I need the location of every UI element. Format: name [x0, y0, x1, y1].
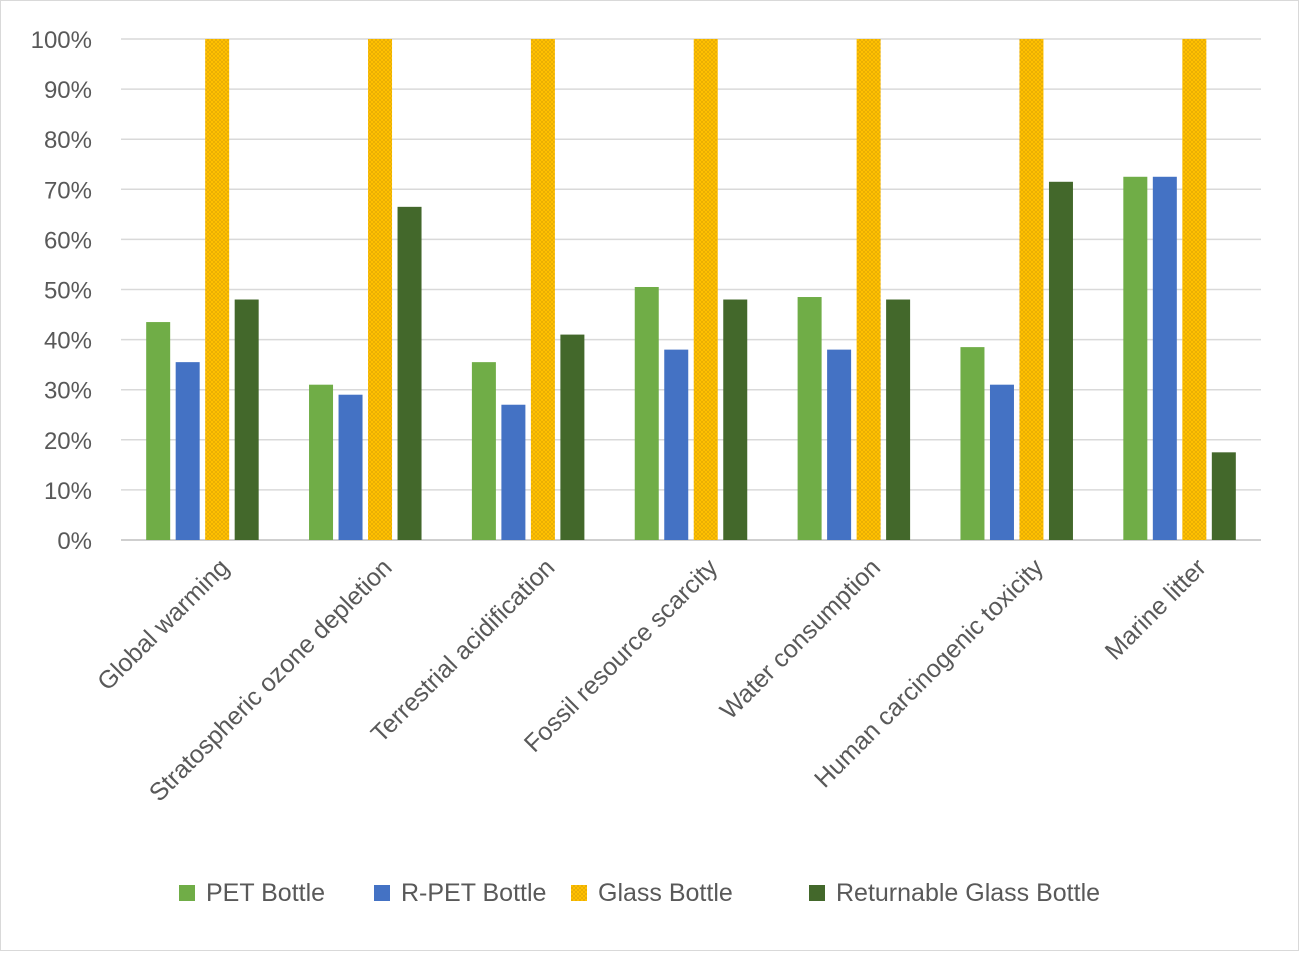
bar-glass-bottle-6 [1182, 39, 1207, 540]
bar-r-pet-bottle-2 [501, 404, 526, 540]
legend: PET Bottle R-PET Bottle Glass Bottle Return… [179, 879, 1100, 907]
bar-glass-bottle-1 [368, 39, 393, 540]
bar-glass-bottle-0 [205, 39, 230, 540]
bar-pet-bottle-5 [960, 347, 985, 540]
bar-glass-bottle-4 [856, 39, 881, 540]
y-tick-label: 40% [44, 328, 92, 355]
bar-returnable-glass-bottle-6 [1211, 452, 1236, 540]
bars [146, 39, 1236, 540]
y-tick-label: 10% [44, 478, 92, 505]
bar-returnable-glass-bottle-4 [886, 299, 911, 540]
bar-pet-bottle-0 [146, 322, 171, 540]
bar-r-pet-bottle-0 [175, 362, 200, 540]
bar-r-pet-bottle-3 [664, 349, 689, 540]
bar-r-pet-bottle-1 [338, 394, 363, 540]
y-tick-label: 80% [44, 127, 92, 154]
bar-returnable-glass-bottle-1 [397, 206, 422, 540]
y-tick-label: 0% [57, 528, 92, 555]
legend-swatch [571, 885, 587, 901]
y-tick-label: 60% [44, 227, 92, 254]
bar-r-pet-bottle-6 [1152, 176, 1177, 540]
y-tick-label: 50% [44, 278, 92, 305]
y-tick-label: 70% [44, 177, 92, 204]
y-axis-tick-labels: 0% 10% 20% 30% 40% 50% 60% 70% 80% 90% 100% [31, 27, 92, 555]
legend-label: PET Bottle [206, 879, 325, 907]
bar-pet-bottle-3 [634, 286, 659, 540]
legend-label: R-PET Bottle [401, 879, 546, 907]
bar-pet-bottle-4 [797, 297, 822, 540]
legend-swatch [809, 885, 825, 901]
bar-returnable-glass-bottle-3 [723, 299, 748, 540]
bar-pet-bottle-6 [1123, 176, 1148, 540]
x-category-label: Marine litter [1100, 553, 1212, 665]
legend-label: Returnable Glass Bottle [836, 879, 1100, 907]
gridlines [121, 38, 1261, 541]
bar-returnable-glass-bottle-0 [234, 299, 259, 540]
bar-glass-bottle-5 [1019, 39, 1044, 540]
bar-glass-bottle-2 [530, 39, 555, 540]
y-tick-label: 30% [44, 378, 92, 405]
bar-pet-bottle-1 [309, 384, 334, 540]
y-tick-label: 100% [31, 27, 92, 54]
y-tick-label: 90% [44, 77, 92, 104]
bar-r-pet-bottle-5 [989, 384, 1014, 540]
bar-r-pet-bottle-4 [827, 349, 852, 540]
legend-label: Glass Bottle [598, 879, 733, 907]
legend-swatch [179, 885, 195, 901]
bar-returnable-glass-bottle-5 [1048, 181, 1073, 540]
y-tick-label: 20% [44, 428, 92, 455]
x-category-label: Water consumption [715, 553, 886, 724]
bar-pet-bottle-2 [471, 362, 496, 540]
x-category-label: Terrestrial acidification [366, 553, 561, 748]
bar-returnable-glass-bottle-2 [560, 334, 585, 540]
x-category-label: Global warming [92, 553, 235, 696]
bar-glass-bottle-3 [693, 39, 718, 540]
legend-swatch [374, 885, 390, 901]
